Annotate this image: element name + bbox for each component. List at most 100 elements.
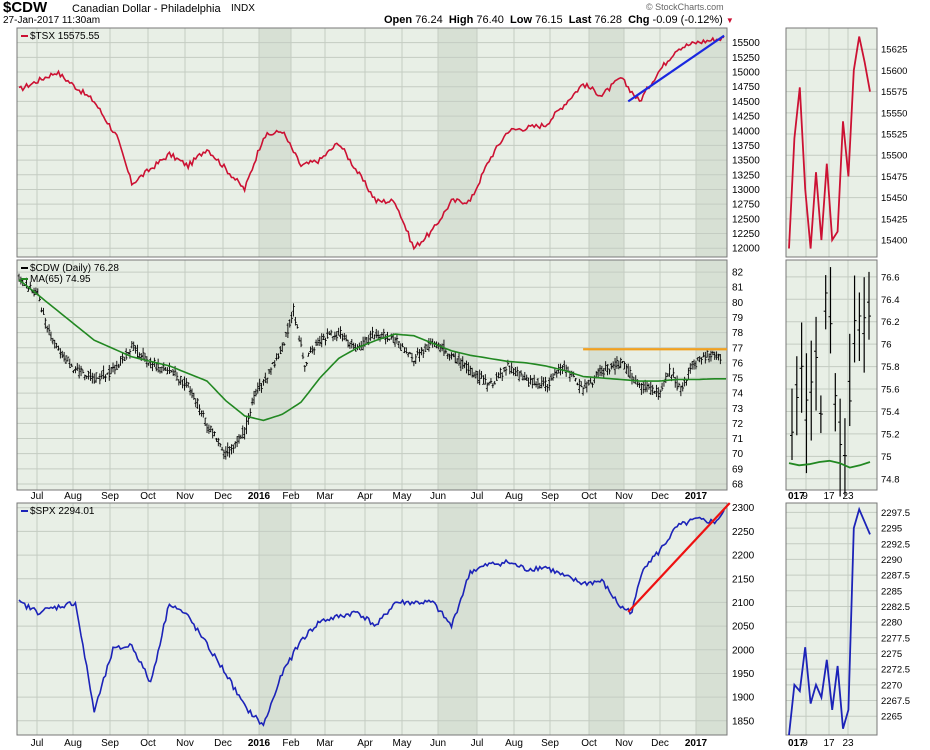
x-tick-label: Jul (471, 738, 484, 749)
y-tick-label: 2287.5 (881, 571, 910, 582)
x-tick-label: May (393, 738, 412, 749)
x-tick-label: Apr (357, 738, 373, 749)
x-tick-label: 9 (802, 738, 808, 749)
y-tick-label: 2277.5 (881, 633, 910, 644)
y-tick-label: 2282.5 (881, 602, 910, 613)
y-tick-label: 14750 (732, 82, 760, 93)
y-tick-label: 81 (732, 283, 744, 294)
y-tick-label: 2100 (732, 598, 755, 609)
y-tick-label: 14250 (732, 112, 760, 123)
x-tick-label: Aug (64, 491, 82, 502)
x-tick-label: Jul (31, 738, 44, 749)
spx-line (18, 509, 725, 727)
watermark: © StockCharts.com (646, 2, 724, 12)
high-value: 76.40 (476, 14, 504, 26)
y-tick-label: 76 (881, 340, 892, 351)
last-label: Last (568, 14, 592, 26)
y-tick-label: 1950 (732, 669, 755, 680)
y-tick-label: 2265 (881, 712, 902, 723)
x-tick-label: Jun (430, 491, 446, 502)
down-arrow-icon: ▼ (725, 16, 734, 25)
x-tick-label: Feb (282, 491, 300, 502)
exchange-label: INDX (231, 3, 255, 14)
y-tick-label: 15625 (881, 45, 907, 56)
y-tick-label: 76.6 (881, 272, 900, 283)
y-tick-label: 12250 (732, 229, 760, 240)
y-tick-label: 15550 (881, 108, 907, 119)
y-tick-label: 15500 (732, 38, 760, 49)
x-tick-label: Nov (615, 738, 633, 749)
x-tick-label: 017 (788, 491, 805, 502)
y-tick-label: 2267.5 (881, 696, 910, 707)
y-tick-label: 70 (732, 449, 744, 460)
chart-header: $CDW Canadian Dollar - Philadelphia INDX… (0, 0, 930, 26)
x-tick-label: 2016 (248, 738, 271, 749)
open-label: Open (384, 14, 413, 26)
x-tick-label: Sep (541, 491, 559, 502)
x-tick-label: Oct (140, 491, 156, 502)
y-tick-label: 76 (732, 358, 744, 369)
y-tick-label: 69 (732, 464, 744, 475)
panel-border (16, 259, 728, 491)
y-tick-label: 79 (732, 313, 744, 324)
y-tick-label: 78 (732, 328, 744, 339)
legend-label: $TSX 15575.55 (30, 31, 100, 42)
y-tick-label: 15600 (881, 66, 907, 77)
tsx-detail-line (788, 36, 871, 249)
y-tick-label: 13000 (732, 185, 760, 196)
y-tick-label: 2050 (732, 622, 755, 633)
ma-line (18, 279, 726, 422)
x-tick-label: 2017 (685, 491, 708, 502)
x-tick-label: Oct (140, 738, 156, 749)
y-tick-label: 2297.5 (881, 508, 910, 519)
y-tick-label: 14000 (732, 126, 760, 137)
y-tick-label: 2272.5 (881, 665, 910, 676)
y-tick-label: 75.8 (881, 362, 900, 373)
legend-label: MA(65) 74.95 (30, 274, 91, 285)
y-tick-label: 2292.5 (881, 539, 910, 550)
detail-panel-border (785, 502, 878, 736)
x-tick-label: Aug (505, 491, 523, 502)
period-shade (589, 28, 624, 257)
detail-panel-background (785, 259, 878, 491)
period-shade (696, 28, 727, 257)
x-tick-label: Dec (651, 491, 669, 502)
x-tick-label: 017 (788, 738, 805, 749)
x-tick-label: Dec (651, 738, 669, 749)
panel-border (16, 27, 728, 258)
y-tick-label: 72 (732, 419, 744, 430)
panel-border (16, 502, 728, 736)
chg-value: -0.09 (-0.12%) (652, 14, 723, 26)
y-tick-label: 73 (732, 404, 744, 415)
y-tick-label: 68 (732, 479, 744, 490)
x-tick-label: Nov (615, 491, 633, 502)
y-tick-label: 2200 (732, 551, 755, 562)
period-shade (696, 260, 727, 490)
x-tick-label: Oct (581, 491, 597, 502)
x-tick-label: Aug (505, 738, 523, 749)
x-tick-label: May (393, 491, 412, 502)
y-tick-label: 15450 (881, 193, 907, 204)
x-tick-label: Jul (31, 491, 44, 502)
period-shade (259, 503, 291, 735)
x-tick-label: 17 (823, 491, 835, 502)
y-tick-label: 77 (732, 343, 744, 354)
x-tick-label: Jul (471, 491, 484, 502)
x-tick-label: Dec (214, 491, 232, 502)
chg-label: Chg (628, 14, 650, 26)
y-tick-label: 75 (881, 452, 892, 463)
x-tick-label: Mar (316, 738, 334, 749)
y-tick-label: 12500 (732, 214, 760, 225)
high-label: High (448, 14, 474, 26)
period-shade (259, 260, 291, 490)
y-tick-label: 12000 (732, 244, 760, 255)
y-tick-label: 1850 (732, 716, 755, 727)
x-tick-label: Dec (214, 738, 232, 749)
y-tick-label: 75.2 (881, 429, 900, 440)
y-tick-label: 15475 (881, 172, 907, 183)
x-tick-label: Mar (316, 491, 334, 502)
open-value: 76.24 (415, 14, 443, 26)
y-tick-label: 13250 (732, 170, 760, 181)
x-tick-label: Jun (430, 738, 446, 749)
y-tick-label: 15575 (881, 87, 907, 98)
